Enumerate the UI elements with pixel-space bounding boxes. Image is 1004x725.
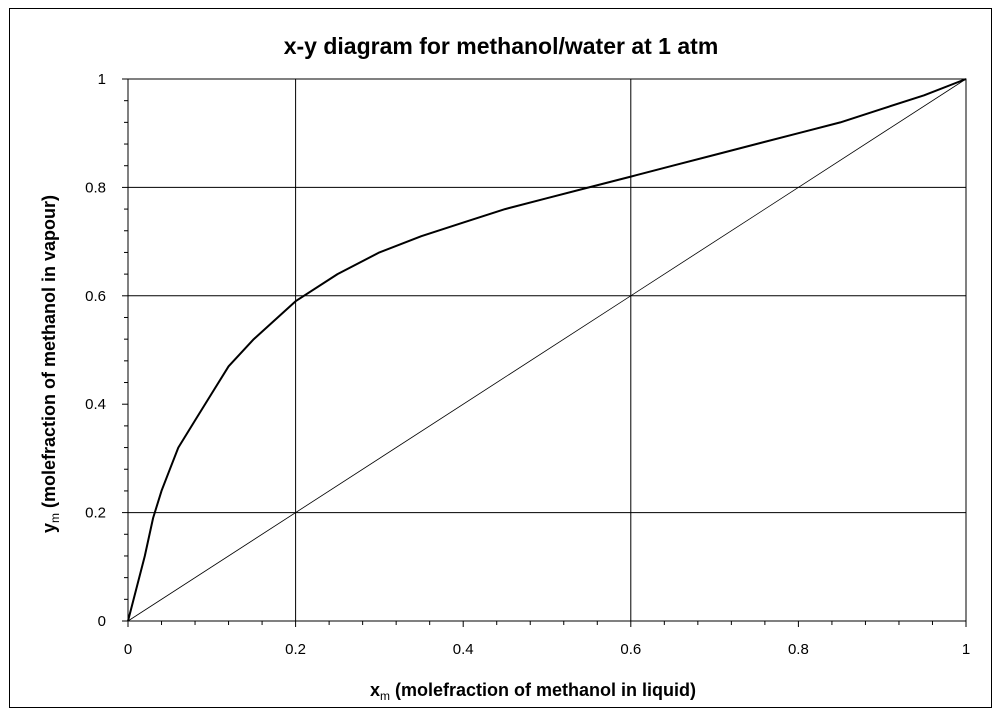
y-tick-label: 0.8: [85, 179, 106, 196]
plot-area: [127, 78, 967, 622]
y-tick-label: 0.4: [85, 396, 106, 413]
x-tick-label: 0: [124, 641, 132, 658]
x-axis-title: xm (molefraction of methanol in liquid): [370, 680, 696, 703]
y-axis-title: ym (molefraction of methanol in vapour): [39, 195, 62, 533]
series-group: [127, 78, 967, 622]
y-tick-label: 0.6: [85, 288, 106, 305]
x-tick-label: 0.6: [620, 641, 641, 658]
tick-marks: [122, 78, 967, 627]
x-axis-symbol: x: [370, 680, 380, 700]
y-axis-title-text: (molefraction of methanol in vapour): [39, 195, 59, 513]
y-axis-symbol: y: [39, 523, 59, 533]
grid-lines: [128, 79, 966, 621]
x-tick-label: 0.2: [285, 641, 306, 658]
y-axis-subscript: m: [48, 513, 62, 523]
chart-title: x-y diagram for methanol/water at 1 atm: [284, 33, 719, 59]
diagonal-line: [127, 78, 967, 622]
y-tick-label: 0.2: [85, 505, 106, 522]
x-tick-label: 0.4: [453, 641, 474, 658]
equilibrium-curve: [127, 78, 967, 622]
x-tick-label: 1: [962, 641, 970, 658]
x-axis-title-text: (molefraction of methanol in liquid): [390, 680, 696, 700]
x-axis-subscript: m: [380, 689, 390, 703]
chart: x-y diagram for methanol/water at 1 atm …: [39, 33, 970, 703]
x-tick-label: 0.8: [788, 641, 809, 658]
y-tick-labels: 0 0.2 0.4 0.6 0.8 1: [85, 71, 106, 630]
y-tick-label: 0: [98, 613, 106, 630]
chart-frame: x-y diagram for methanol/water at 1 atm …: [9, 8, 992, 708]
x-tick-labels: 0 0.2 0.4 0.6 0.8 1: [124, 641, 970, 658]
y-tick-label: 1: [98, 71, 106, 88]
